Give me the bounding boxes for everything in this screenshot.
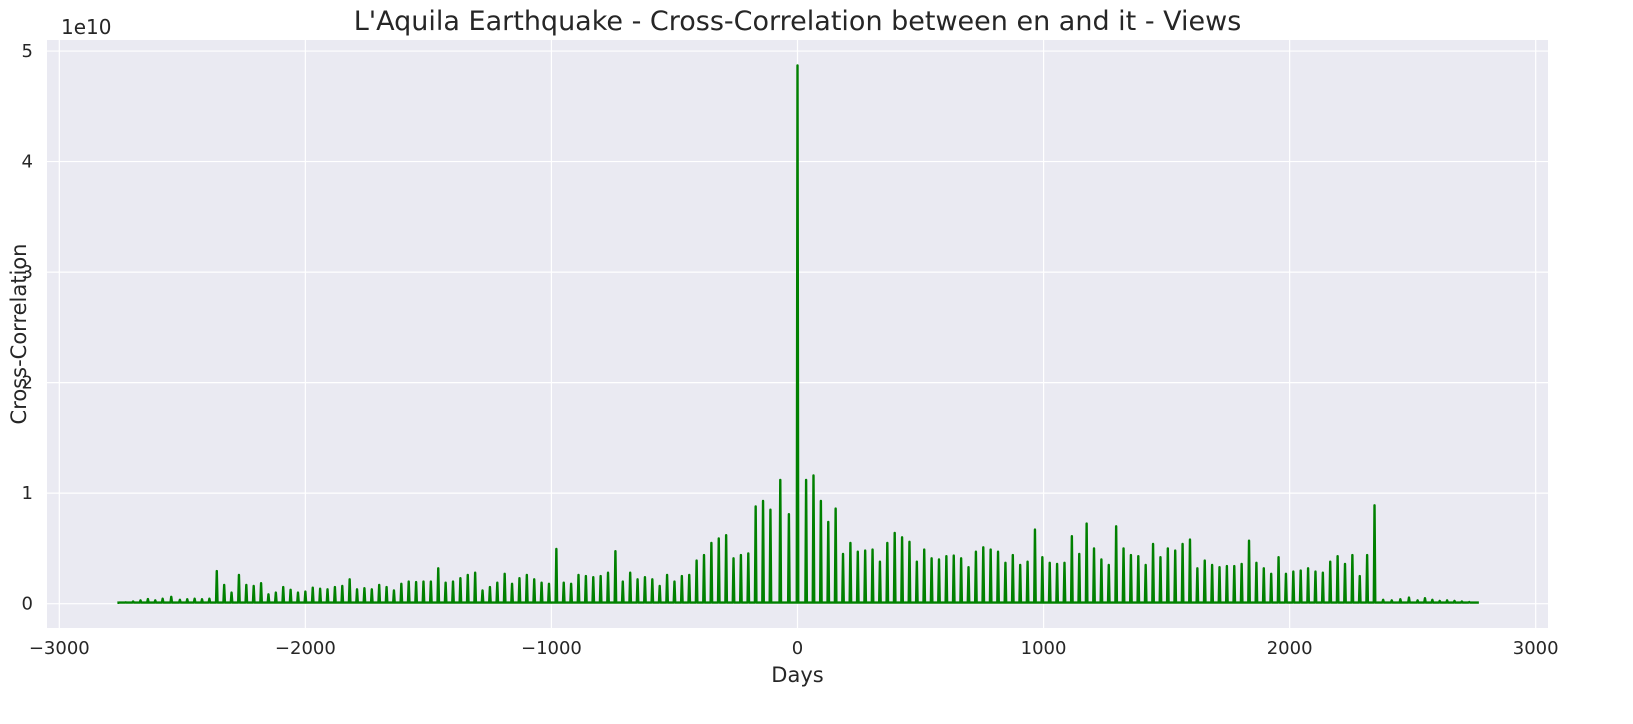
y-axis-offset-label: 1e10 <box>61 15 111 39</box>
x-axis: −3000 −2000 −1000 0 1000 2000 3000 <box>29 638 1559 659</box>
y-tick-label: 2 <box>22 373 33 394</box>
y-tick-label: 3 <box>22 262 33 283</box>
x-tick-label: 1000 <box>1021 638 1067 659</box>
y-tick-label: 5 <box>22 41 33 62</box>
y-axis: 0 1 2 3 4 5 <box>22 41 33 615</box>
y-axis-label: Cross-Correlation <box>7 244 31 425</box>
x-tick-label: −3000 <box>29 638 90 659</box>
chart-title: L'Aquila Earthquake - Cross-Correlation … <box>354 6 1242 37</box>
y-tick-label: 1 <box>22 483 33 504</box>
x-tick-label: −1000 <box>521 638 582 659</box>
x-axis-label: Days <box>771 663 823 687</box>
x-tick-label: 0 <box>792 638 803 659</box>
x-tick-label: 3000 <box>1513 638 1559 659</box>
y-tick-label: 0 <box>22 594 33 615</box>
x-tick-label: 2000 <box>1267 638 1313 659</box>
x-tick-label: −2000 <box>275 638 336 659</box>
y-tick-label: 4 <box>22 152 33 173</box>
series-line <box>116 64 1479 604</box>
series-layer <box>116 64 1479 604</box>
